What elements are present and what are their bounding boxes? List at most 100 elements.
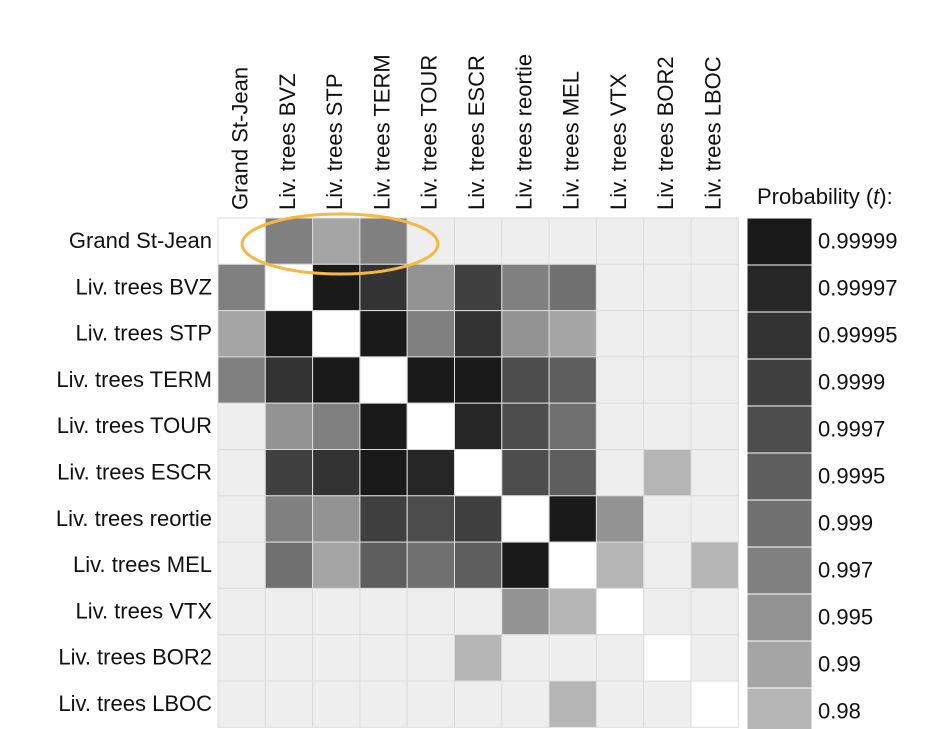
heatmap-cell xyxy=(264,217,314,265)
heatmap-cell xyxy=(217,634,266,682)
heatmap-cell xyxy=(406,402,456,451)
heatmap-cell xyxy=(548,680,597,728)
heatmap-cell xyxy=(359,587,408,636)
heatmap-cell xyxy=(454,634,503,682)
legend-swatch xyxy=(746,499,813,548)
heatmap-cell xyxy=(406,356,456,404)
legend-swatch xyxy=(746,687,813,729)
heatmap-cell xyxy=(312,587,361,636)
heatmap-cell xyxy=(264,402,314,451)
legend-label: 0.9995 xyxy=(818,463,885,488)
legend-title-part: t xyxy=(873,184,880,209)
heatmap-cell xyxy=(643,495,692,543)
legend-label: 0.99 xyxy=(818,651,861,676)
heatmap-cell xyxy=(406,449,456,497)
column-label: Grand St-Jean xyxy=(227,67,252,210)
column-label: Liv. trees BOR2 xyxy=(653,56,678,210)
heatmap-cell xyxy=(217,495,266,543)
legend-label: 0.9997 xyxy=(818,416,885,441)
heatmap-cell xyxy=(454,495,503,543)
heatmap-cell xyxy=(454,680,503,728)
heatmap-cell xyxy=(595,402,645,451)
heatmap-cell xyxy=(643,680,692,728)
heatmap-cell xyxy=(312,356,361,404)
legend-swatch xyxy=(746,217,813,266)
heatmap-cell xyxy=(312,449,361,497)
heatmap-cell xyxy=(690,310,739,358)
heatmap-cell xyxy=(359,495,408,543)
column-label: Liv. trees TOUR xyxy=(417,55,442,210)
heatmap-cell xyxy=(595,634,645,682)
heatmap-cell xyxy=(690,449,739,497)
column-label: Liv. trees reortie xyxy=(511,54,536,210)
heatmap-cell xyxy=(454,263,503,312)
legend-swatch xyxy=(746,452,813,501)
legend-label: 0.99995 xyxy=(818,322,898,347)
row-label: Liv. trees LBOC xyxy=(58,691,212,716)
heatmap-cell xyxy=(643,217,692,265)
column-label: Liv. trees BVZ xyxy=(275,73,300,210)
heatmap-cell xyxy=(548,310,597,358)
row-label: Liv. trees ESCR xyxy=(57,459,212,484)
heatmap-cell xyxy=(217,310,266,358)
column-label: Liv. trees STP xyxy=(322,73,347,210)
heatmap-cell xyxy=(264,680,314,728)
heatmap-cell xyxy=(548,495,597,543)
column-label: Liv. trees MEL xyxy=(559,71,584,210)
heatmap-cell xyxy=(548,634,597,682)
heatmap-cell xyxy=(454,310,503,358)
heatmap-cell xyxy=(690,402,739,451)
heatmap-cell xyxy=(690,541,739,589)
heatmap-cell xyxy=(264,634,314,682)
row-label: Liv. trees VTX xyxy=(75,598,212,623)
heatmap-cell xyxy=(359,402,408,451)
heatmap-cell xyxy=(643,449,692,497)
heatmap-cell xyxy=(595,217,645,265)
heatmap-cell xyxy=(690,495,739,543)
heatmap-cell xyxy=(217,587,266,636)
heatmap-cell xyxy=(359,310,408,358)
heatmap-cell xyxy=(643,541,692,589)
heatmap-cell xyxy=(359,217,408,265)
heatmap-cell xyxy=(643,634,692,682)
legend-title-part: ): xyxy=(879,184,892,209)
heatmap-cell xyxy=(501,310,550,358)
highlight-ellipse xyxy=(240,212,440,276)
column-label: Liv. trees VTX xyxy=(606,73,631,210)
heatmap-cell xyxy=(501,402,550,451)
heatmap-cell xyxy=(548,402,597,451)
heatmap-cell xyxy=(264,587,314,636)
heatmap-cell xyxy=(217,402,266,451)
legend-label: 0.99997 xyxy=(818,275,898,300)
heatmap-cell xyxy=(217,449,266,497)
heatmap-cell xyxy=(643,587,692,636)
heatmap-cell xyxy=(264,495,314,543)
heatmap-cell xyxy=(217,356,266,404)
heatmap-cell xyxy=(312,402,361,451)
heatmap-cell xyxy=(595,495,645,543)
heatmap-cell xyxy=(501,263,550,312)
heatmap-cell xyxy=(312,495,361,543)
column-label: Liv. trees TERM xyxy=(369,54,394,210)
heatmap-cell xyxy=(406,634,456,682)
legend-label: 0.9999 xyxy=(818,369,885,394)
heatmap-cell xyxy=(595,263,645,312)
heatmap-cell xyxy=(690,356,739,404)
row-label: Liv. trees BOR2 xyxy=(58,645,212,670)
row-label: Liv. trees STP xyxy=(75,321,212,346)
row-label: Liv. trees MEL xyxy=(73,552,212,577)
heatmap-cell xyxy=(312,634,361,682)
heatmap-cell xyxy=(312,310,361,358)
heatmap-cell xyxy=(548,449,597,497)
legend-swatch xyxy=(746,640,813,689)
heatmap-cell xyxy=(501,541,550,589)
heatmap-cell xyxy=(264,541,314,589)
legend-title: Probability (t): xyxy=(757,184,893,209)
heatmap-cell xyxy=(264,310,314,358)
heatmap-cell xyxy=(501,495,550,543)
heatmap-cell xyxy=(690,263,739,312)
heatmap-cell xyxy=(454,541,503,589)
legend-swatch xyxy=(746,264,813,313)
heatmap-cell xyxy=(312,263,361,312)
heatmap-cell xyxy=(217,541,266,589)
